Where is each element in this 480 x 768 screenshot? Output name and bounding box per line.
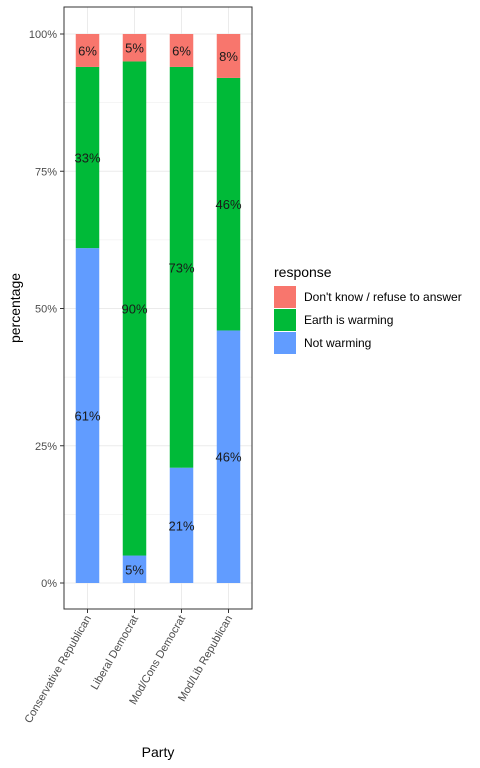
data-label: 73%	[168, 260, 194, 275]
data-label: 61%	[74, 409, 100, 424]
x-tick-label: Conservative Republican	[23, 614, 95, 726]
legend-swatch	[274, 286, 296, 308]
legend-label: Not warming	[304, 336, 371, 350]
bar-segment	[75, 66, 100, 249]
x-tick-label: Liberal Democrat	[89, 614, 141, 693]
bar-segment	[122, 61, 147, 556]
y-tick-label: 100%	[29, 29, 57, 41]
y-tick-label: 0%	[41, 578, 57, 590]
x-tick-label: Mod/Lib Republican	[176, 614, 235, 704]
y-axis: 0% 25% 50% 75% 100%	[29, 29, 64, 590]
data-label: 46%	[215, 450, 241, 465]
x-axis-title: Party	[142, 744, 175, 760]
data-label: 5%	[125, 41, 144, 56]
legend-swatch	[274, 332, 296, 354]
data-label: 6%	[78, 43, 97, 58]
bar-segment	[169, 467, 194, 583]
bar-segment	[75, 34, 100, 67]
bar-segment	[169, 66, 194, 468]
bars	[75, 34, 241, 584]
bar-segment	[216, 77, 241, 331]
data-labels: 61% 33% 6% 5% 90% 5% 21% 73% 6% 46% 46% 8%	[74, 41, 241, 578]
legend-label: Don't know / refuse to answer	[304, 290, 462, 304]
data-label: 8%	[219, 49, 238, 64]
legend: response Don't know / refuse to answer Ea…	[274, 264, 462, 354]
bar-segment	[216, 34, 241, 78]
y-tick-label: 25%	[35, 441, 57, 453]
y-axis-title: percentage	[7, 273, 23, 343]
bar-segment	[216, 330, 241, 583]
bar-segment	[75, 248, 100, 584]
data-label: 33%	[74, 151, 100, 166]
bar-segment	[169, 34, 194, 67]
y-tick-label: 50%	[35, 304, 57, 316]
y-tick-label: 75%	[35, 166, 57, 178]
data-label: 5%	[125, 562, 144, 577]
bar-segment	[122, 555, 147, 583]
data-label: 46%	[215, 197, 241, 212]
data-label: 6%	[172, 43, 191, 58]
data-label: 21%	[168, 518, 194, 533]
bar-segment	[122, 34, 147, 62]
legend-title: response	[274, 264, 332, 280]
legend-label: Earth is warming	[304, 313, 393, 327]
data-label: 90%	[121, 302, 147, 317]
legend-swatch	[274, 309, 296, 331]
